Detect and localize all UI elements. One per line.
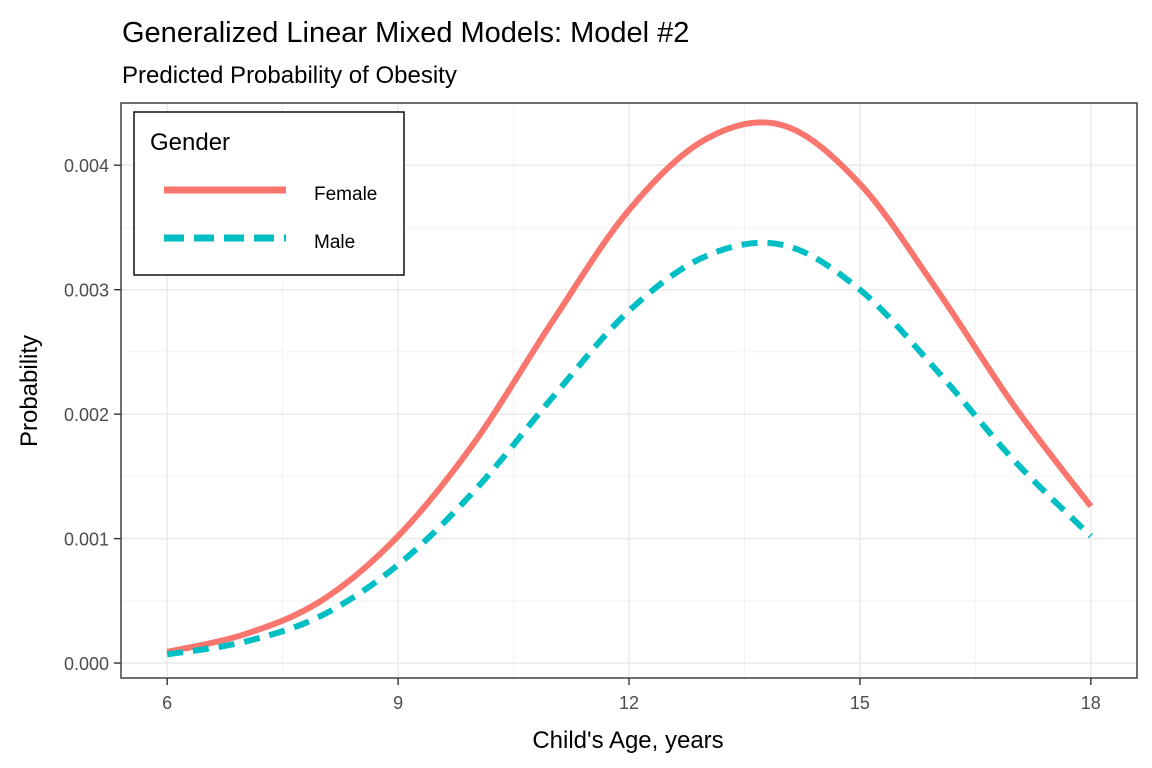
legend-title: Gender (150, 129, 230, 156)
series-layer (166, 119, 1094, 658)
series-line-female (166, 119, 1094, 655)
legend-label-female: Female (314, 184, 377, 205)
y-tick-label-0: 0.000 (64, 654, 109, 674)
grid-layer (121, 103, 1137, 678)
series-line-male (166, 239, 1093, 658)
axis-layer: 6 9 12 15 18 0.000 0.001 0.002 0.003 0.004 (64, 156, 1101, 713)
x-tick-label-4: 18 (1081, 693, 1101, 713)
legend-label-male: Male (314, 232, 355, 253)
x-tick-label-0: 6 (162, 693, 172, 713)
chart-subtitle: Predicted Probability of Obesity (122, 62, 457, 89)
y-tick-label-1: 0.001 (64, 530, 109, 550)
x-tick-label-1: 9 (393, 693, 403, 713)
x-tick-label-2: 12 (619, 693, 639, 713)
legend: Gender Female Male (133, 111, 405, 276)
y-axis-title: Probability (16, 335, 43, 447)
x-tick-label-3: 15 (850, 693, 870, 713)
y-tick-label-2: 0.002 (64, 405, 109, 425)
chart-title: Generalized Linear Mixed Models: Model #… (122, 17, 689, 49)
y-tick-label-4: 0.004 (64, 156, 109, 176)
y-tick-label-3: 0.003 (64, 281, 109, 301)
legend-items: Female Male (164, 184, 377, 253)
x-axis-title: Child's Age, years (532, 727, 723, 754)
